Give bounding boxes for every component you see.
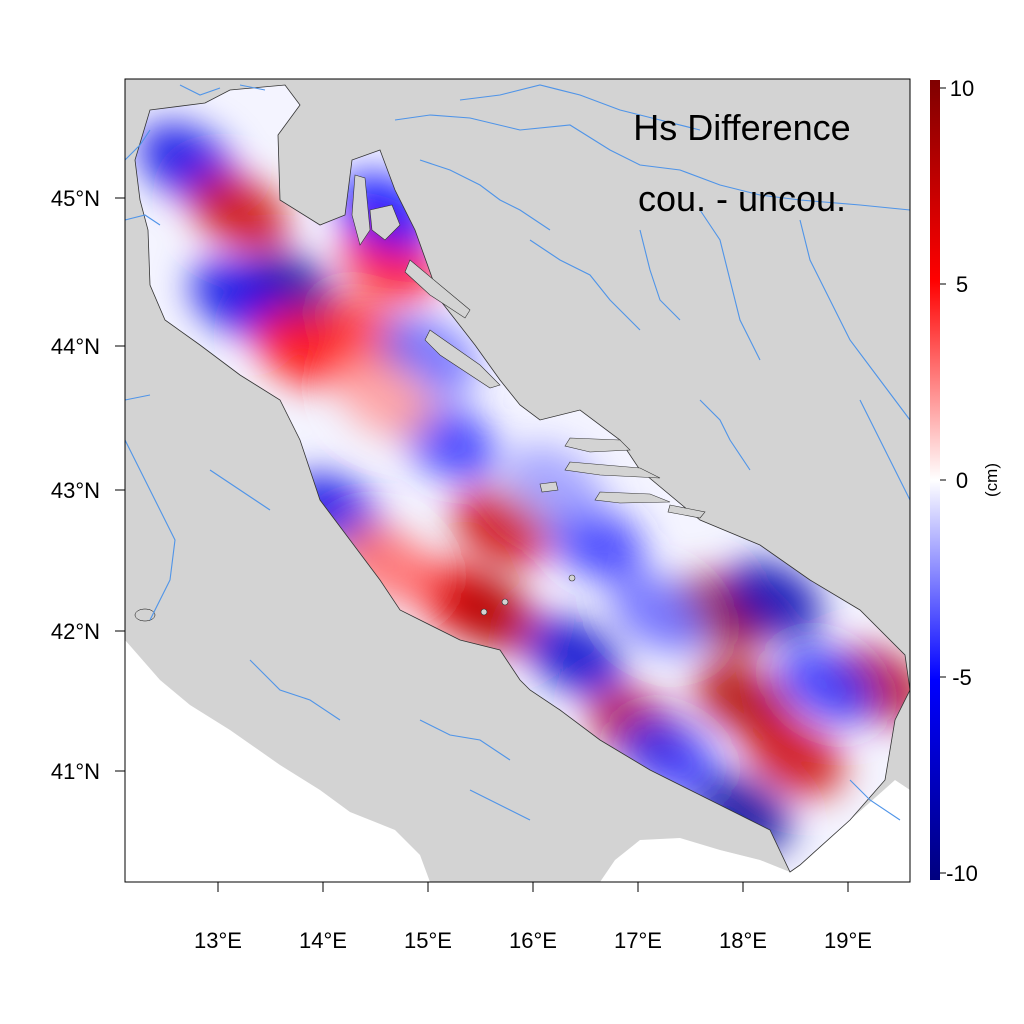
river-albania <box>849 779 901 821</box>
river-neretva <box>699 399 751 471</box>
y-tick-label-4: 42°N <box>51 619 100 644</box>
rivers <box>124 84 911 821</box>
y-tick-label-2: 44°N <box>51 334 100 359</box>
river-basento <box>469 789 531 821</box>
field-blob-14 <box>442 573 540 653</box>
island-krk <box>369 204 401 241</box>
y-axis: 45°N 44°N 43°N 42°N 41°N <box>51 186 125 784</box>
river-aterno <box>209 469 271 511</box>
island-pelagosa <box>568 574 576 582</box>
island-mljet <box>667 504 706 519</box>
river-vrbas <box>639 229 681 321</box>
river-bosna <box>699 209 761 361</box>
x-tick-label-2: 14°E <box>299 928 347 953</box>
river-sava <box>394 114 911 211</box>
river-adige <box>124 129 151 161</box>
field-blob-21 <box>726 559 823 639</box>
coastline <box>134 84 911 873</box>
river-una <box>529 239 641 331</box>
river-drina <box>799 219 911 421</box>
island-lastovo <box>480 608 488 616</box>
x-tick-label-3: 15°E <box>404 928 452 953</box>
x-tick-label-7: 19°E <box>824 928 872 953</box>
x-tick-label-1: 13°E <box>194 928 242 953</box>
map-frame <box>124 78 911 883</box>
tyrrhenian-sea <box>125 640 430 882</box>
colorbar-label-1: 10 <box>950 76 974 101</box>
colorbar-gradient <box>930 80 940 880</box>
island-cres <box>351 174 371 246</box>
croatian-islands <box>351 174 706 519</box>
colorbar-label-2: 5 <box>956 272 968 297</box>
x-tick-label-4: 16°E <box>509 928 557 953</box>
difference-field <box>138 122 910 854</box>
field-blob-2 <box>190 173 288 252</box>
colorbar-label-4: -5 <box>952 665 972 690</box>
title-line-1: Hs Difference <box>633 107 850 148</box>
island-pag <box>404 259 471 319</box>
field-blob-12 <box>453 488 550 567</box>
island-korcula <box>594 491 671 504</box>
y-tick-label-5: 41°N <box>51 759 100 784</box>
river-arno <box>124 394 151 401</box>
river-ofanto <box>419 719 511 761</box>
small-islands <box>480 574 576 616</box>
field-blob-11 <box>337 359 435 438</box>
colorbar-label-3: 0 <box>956 468 968 493</box>
river-tiber <box>124 439 176 621</box>
colorbar-unit: (cm) <box>982 463 1001 497</box>
river-kupa <box>419 159 551 231</box>
island-ponza <box>134 608 156 622</box>
field-blob-27 <box>778 645 876 725</box>
river-po <box>124 214 161 226</box>
x-axis: 13°E 14°E 15°E 16°E 17°E 18°E 19°E <box>194 882 872 953</box>
field-blob-29 <box>610 573 708 653</box>
field-blob-6 <box>253 309 351 388</box>
island-hvar <box>564 461 661 479</box>
island-brac <box>564 437 631 453</box>
colorbar: 10 5 0 -5 -10 (cm) <box>930 76 1001 886</box>
island-tremiti <box>501 598 509 606</box>
river-morava <box>859 399 911 501</box>
ionian-sea <box>600 780 910 882</box>
river-piave <box>179 84 221 96</box>
y-tick-label-1: 45°N <box>51 186 100 211</box>
x-tick-label-5: 17°E <box>614 928 662 953</box>
river-tagliamento <box>239 84 266 91</box>
x-tick-label-6: 18°E <box>719 928 767 953</box>
island-dugi <box>424 329 501 389</box>
river-volturno <box>249 659 341 721</box>
colorbar-label-5: -10 <box>946 861 978 886</box>
map-panel: Hs Difference cou. - uncou. <box>124 78 911 883</box>
river-drava <box>459 84 701 131</box>
field-blob-18 <box>526 616 624 696</box>
y-tick-label-3: 43°N <box>51 478 100 503</box>
island-vis <box>539 481 559 493</box>
title-line-2: cou. - uncou. <box>638 178 846 219</box>
adriatic-field <box>135 85 910 872</box>
field-blob-23 <box>747 717 844 796</box>
